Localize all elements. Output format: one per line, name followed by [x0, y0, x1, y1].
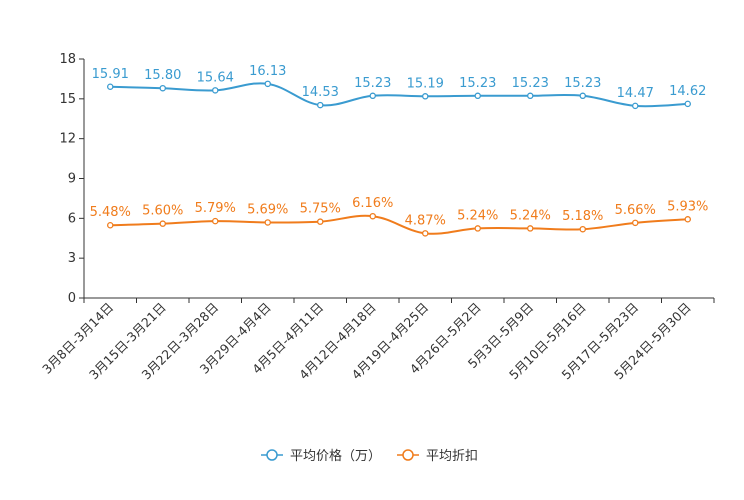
data-point[interactable]: [264, 80, 271, 88]
y-tick-label: 3: [68, 251, 76, 266]
data-label: 4.87%: [405, 213, 446, 228]
data-label: 14.62: [669, 84, 706, 99]
data-label: 5.48%: [90, 205, 131, 220]
data-label: 5.75%: [300, 202, 341, 217]
data-label: 14.47: [617, 86, 654, 101]
data-point[interactable]: [211, 87, 219, 94]
data-label: 5.60%: [142, 204, 183, 219]
data-label: 15.91: [92, 67, 129, 82]
data-label: 15.64: [197, 70, 234, 85]
series-line-2: [110, 214, 688, 235]
data-label: 5.24%: [510, 208, 551, 223]
y-tick-label: 15: [59, 92, 76, 107]
legend-marker-icon: [266, 449, 278, 461]
legend-marker-icon: [402, 449, 414, 461]
data-point[interactable]: [421, 93, 429, 100]
data-point[interactable]: [579, 225, 587, 233]
data-point[interactable]: [632, 102, 639, 110]
data-label: 15.80: [144, 68, 181, 83]
y-tick-label: 12: [59, 132, 76, 147]
data-point[interactable]: [684, 100, 692, 108]
series-line-1: [110, 82, 688, 108]
data-point[interactable]: [527, 225, 534, 232]
data-point[interactable]: [107, 83, 114, 91]
legend-item-2[interactable]: 平均折扣: [397, 449, 478, 464]
data-label: 16.13: [249, 64, 286, 79]
data-point[interactable]: [316, 218, 324, 225]
data-point[interactable]: [264, 219, 271, 226]
data-label: 5.18%: [562, 209, 603, 224]
data-label: 5.66%: [615, 203, 656, 218]
data-label: 6.16%: [352, 196, 393, 211]
data-point[interactable]: [684, 216, 692, 223]
data-point[interactable]: [107, 221, 114, 229]
y-tick-label: 0: [68, 291, 76, 306]
data-labels: 15.91 15.80 15.64 16.13 14.53 15.23 15.19 15.23…: [90, 64, 709, 229]
data-point[interactable]: [159, 220, 166, 227]
data-point[interactable]: [474, 225, 481, 232]
data-point[interactable]: [527, 92, 534, 100]
series-lines: [107, 80, 692, 237]
data-point[interactable]: [316, 101, 324, 109]
data-point[interactable]: [159, 84, 166, 92]
legend-item-1[interactable]: 平均价格（万）: [261, 448, 381, 464]
data-label: 5.93%: [667, 199, 708, 214]
data-label: 15.23: [564, 76, 601, 91]
data-label: 5.24%: [457, 208, 498, 223]
data-label: 15.19: [407, 76, 444, 91]
data-label: 15.23: [354, 76, 391, 91]
data-point[interactable]: [632, 219, 639, 227]
data-point[interactable]: [211, 217, 219, 225]
data-point[interactable]: [369, 92, 376, 100]
data-label: 5.79%: [195, 201, 236, 216]
data-point[interactable]: [369, 212, 376, 220]
data-label: 15.23: [459, 76, 496, 91]
data-point[interactable]: [421, 230, 429, 237]
data-label: 14.53: [302, 85, 339, 100]
legend[interactable]: 平均价格（万） 平均折扣: [261, 448, 478, 464]
y-tick-label: 18: [59, 52, 76, 67]
legend-label: 平均价格（万）: [290, 448, 381, 464]
y-tick-label: 6: [68, 211, 76, 226]
data-label: 15.23: [512, 76, 549, 91]
legend-label: 平均折扣: [426, 449, 478, 464]
data-label: 5.69%: [247, 202, 288, 217]
data-point[interactable]: [474, 92, 481, 100]
y-tick-label: 9: [68, 172, 76, 187]
data-point[interactable]: [579, 92, 587, 100]
